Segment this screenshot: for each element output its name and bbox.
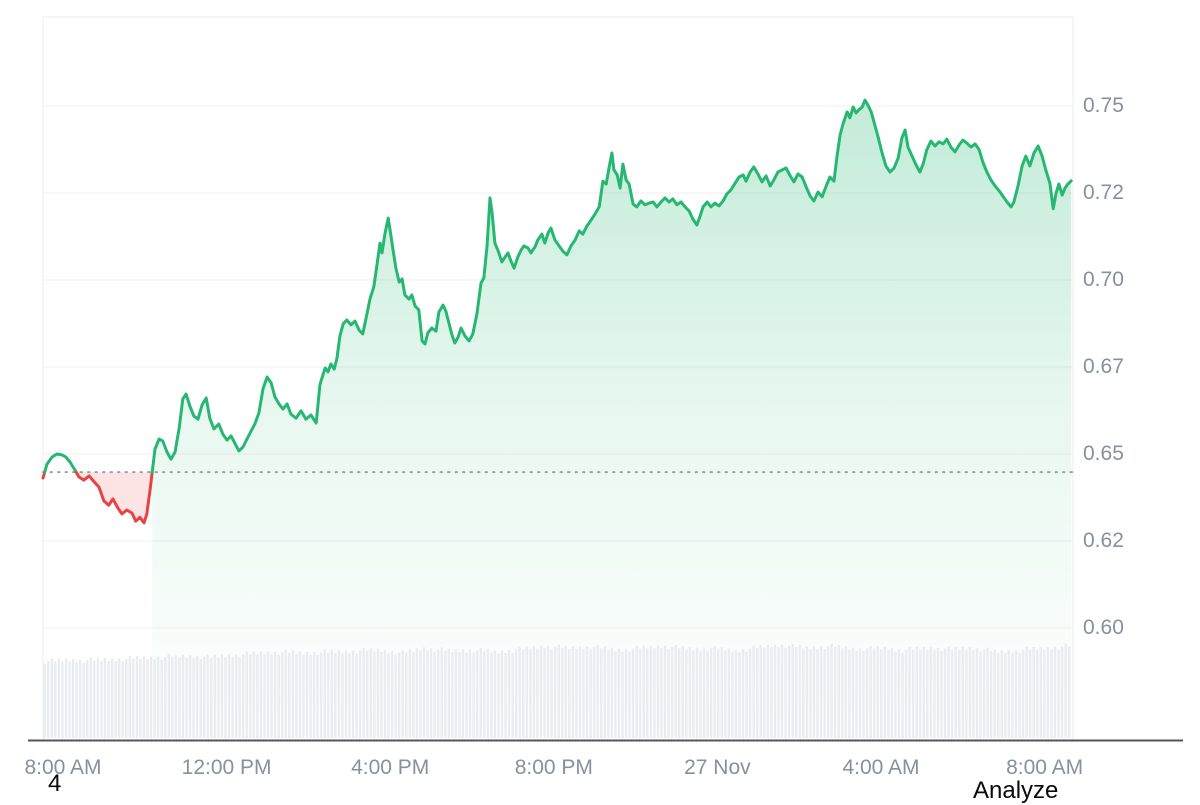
analyze-link[interactable]: Analyze	[973, 777, 1059, 804]
x-axis-label: 4:00 PM	[351, 756, 430, 779]
page-number[interactable]: 4	[48, 770, 62, 797]
y-axis-label: 0.67	[1083, 355, 1124, 378]
x-axis-label: 12:00 PM	[181, 756, 272, 779]
x-axis-label: 27 Nov	[684, 756, 751, 779]
y-axis-label: 0.75	[1083, 94, 1124, 117]
x-axis-label: 8:00 AM	[24, 756, 102, 779]
y-axis-label: 0.70	[1083, 268, 1124, 291]
x-axis-label: 8:00 PM	[514, 756, 593, 779]
y-axis-label: 0.65	[1083, 442, 1124, 465]
volume-bars	[43, 643, 1071, 738]
y-axis-label: 0.72	[1083, 181, 1124, 204]
x-axis-label: 8:00 AM	[1006, 756, 1084, 779]
y-axis-label: 0.62	[1083, 529, 1124, 552]
y-axis-label: 0.60	[1083, 616, 1124, 639]
x-axis-label: 4:00 AM	[842, 756, 920, 779]
price-line	[41, 98, 1073, 525]
plot-border	[42, 16, 1074, 740]
